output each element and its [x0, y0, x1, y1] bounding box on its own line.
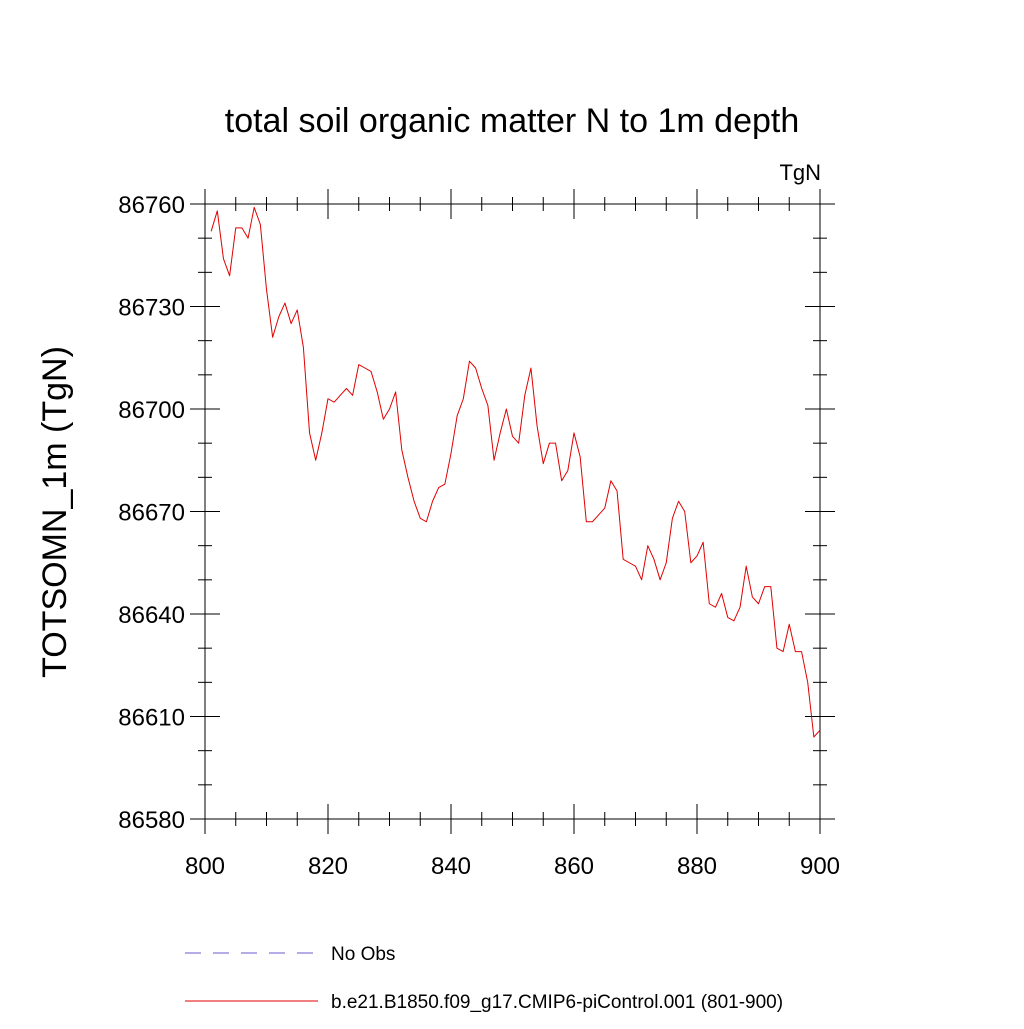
y-tick-label: 86580: [118, 807, 185, 834]
y-tick-label: 86610: [118, 705, 185, 732]
axis-ticks: [190, 189, 835, 834]
y-tick-label: 86760: [118, 192, 185, 219]
legend: No Obs b.e21.B1850.f09_g17.CMIP6-piContr…: [185, 944, 783, 1013]
legend-label-no-obs: No Obs: [331, 944, 395, 965]
plot-frame: [204, 203, 821, 820]
units-label: TgN: [779, 160, 821, 185]
x-tick-label: 820: [308, 853, 348, 880]
y-tick-label: 86700: [118, 397, 185, 424]
x-tick-label: 900: [800, 853, 840, 880]
chart-title: total soil organic matter N to 1m depth: [225, 102, 800, 140]
x-tick-label: 860: [554, 853, 594, 880]
series-layer: [210, 206, 821, 738]
y-axis-label: TOTSOMN_1m (TgN): [36, 346, 74, 678]
axis-tick-labels: 800 820 840 860 880 900 86580 86610 86640 86670 86…: [118, 192, 840, 880]
x-tick-label: 880: [677, 853, 717, 880]
y-tick-label: 86670: [118, 500, 185, 527]
y-tick-label: 86730: [118, 295, 185, 322]
y-tick-label: 86640: [118, 602, 185, 629]
x-tick-label: 800: [185, 853, 225, 880]
x-tick-label: 840: [431, 853, 471, 880]
legend-label-picontrol: b.e21.B1850.f09_g17.CMIP6-piControl.001 …: [331, 992, 783, 1013]
series-line-picontrol: [210, 206, 821, 738]
